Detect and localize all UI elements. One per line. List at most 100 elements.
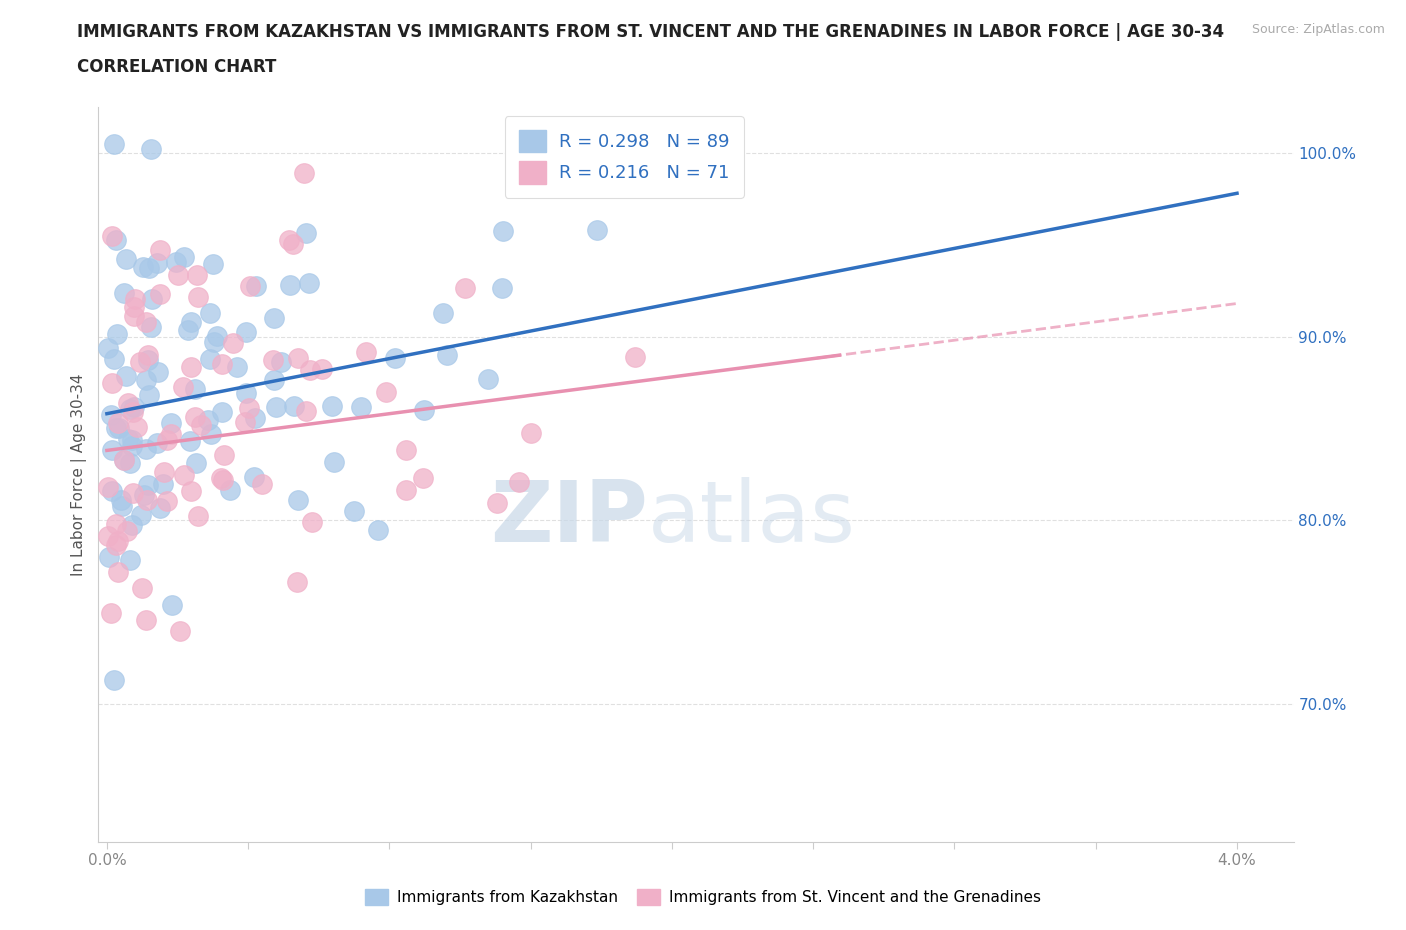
Point xyxy=(121,432,143,447)
Point xyxy=(118,456,141,471)
Point xyxy=(367,523,389,538)
Point xyxy=(96,340,118,355)
Point xyxy=(209,471,232,485)
Point xyxy=(159,415,181,430)
Point xyxy=(122,309,145,324)
Point xyxy=(115,368,138,383)
Point xyxy=(104,232,127,247)
Point xyxy=(149,500,172,515)
Point xyxy=(101,484,124,498)
Point xyxy=(105,516,128,531)
Text: atlas: atlas xyxy=(648,477,856,560)
Point xyxy=(218,483,240,498)
Point xyxy=(160,427,183,442)
Point xyxy=(122,299,145,314)
Point xyxy=(128,354,150,369)
Point xyxy=(184,410,207,425)
Point xyxy=(222,336,245,351)
Point xyxy=(124,291,146,306)
Point xyxy=(180,483,202,498)
Point xyxy=(180,360,202,375)
Point xyxy=(311,362,333,377)
Point xyxy=(197,412,219,427)
Point xyxy=(100,407,122,422)
Point xyxy=(179,433,201,448)
Point xyxy=(350,399,373,414)
Point xyxy=(233,415,256,430)
Point xyxy=(104,420,127,435)
Point xyxy=(141,320,163,335)
Point xyxy=(162,598,184,613)
Point xyxy=(250,476,273,491)
Legend: R = 0.298   N = 89, R = 0.216   N = 71: R = 0.298 N = 89, R = 0.216 N = 71 xyxy=(505,116,744,198)
Point xyxy=(454,281,477,296)
Point xyxy=(131,259,153,274)
Point xyxy=(101,443,124,458)
Point xyxy=(245,279,267,294)
Text: IMMIGRANTS FROM KAZAKHSTAN VS IMMIGRANTS FROM ST. VINCENT AND THE GRENADINES IN : IMMIGRANTS FROM KAZAKHSTAN VS IMMIGRANTS… xyxy=(77,23,1225,41)
Point xyxy=(98,549,121,564)
Text: ZIP: ZIP xyxy=(491,477,648,560)
Text: Source: ZipAtlas.com: Source: ZipAtlas.com xyxy=(1251,23,1385,36)
Point xyxy=(283,399,305,414)
Point xyxy=(149,286,172,301)
Point xyxy=(136,348,159,363)
Point xyxy=(211,473,233,488)
Point xyxy=(107,416,129,431)
Point xyxy=(287,351,309,365)
Point xyxy=(112,453,135,468)
Point xyxy=(585,222,607,237)
Point xyxy=(184,381,207,396)
Point xyxy=(136,352,159,367)
Point xyxy=(173,249,195,264)
Point xyxy=(135,442,157,457)
Point xyxy=(226,359,249,374)
Point xyxy=(198,352,221,366)
Point xyxy=(117,432,139,446)
Point xyxy=(127,419,149,434)
Point xyxy=(270,354,292,369)
Point xyxy=(395,482,418,497)
Point xyxy=(375,385,398,400)
Point xyxy=(149,243,172,258)
Point xyxy=(212,447,235,462)
Point xyxy=(436,348,458,363)
Point xyxy=(187,290,209,305)
Point xyxy=(238,400,260,415)
Point xyxy=(141,141,163,156)
Point xyxy=(121,438,143,453)
Point xyxy=(263,373,285,388)
Point xyxy=(135,314,157,329)
Point xyxy=(477,372,499,387)
Point xyxy=(173,468,195,483)
Point xyxy=(152,464,174,479)
Point xyxy=(152,476,174,491)
Point xyxy=(432,306,454,321)
Point xyxy=(138,260,160,275)
Point xyxy=(118,402,141,417)
Point xyxy=(412,403,434,418)
Point xyxy=(283,236,305,251)
Point xyxy=(103,137,125,152)
Point xyxy=(485,496,508,511)
Point xyxy=(200,426,222,441)
Point xyxy=(623,350,645,365)
Point xyxy=(186,456,208,471)
Point xyxy=(117,395,139,410)
Point xyxy=(121,485,143,500)
Point xyxy=(186,267,208,282)
Point xyxy=(107,534,129,549)
Point xyxy=(295,404,318,418)
Point xyxy=(114,452,136,467)
Point xyxy=(278,232,301,247)
Point xyxy=(491,281,513,296)
Point xyxy=(235,385,257,400)
Point xyxy=(134,488,156,503)
Point xyxy=(165,254,187,269)
Point xyxy=(301,514,323,529)
Point xyxy=(146,435,169,450)
Point xyxy=(121,518,143,533)
Point xyxy=(264,400,287,415)
Point xyxy=(115,251,138,266)
Point xyxy=(299,363,322,378)
